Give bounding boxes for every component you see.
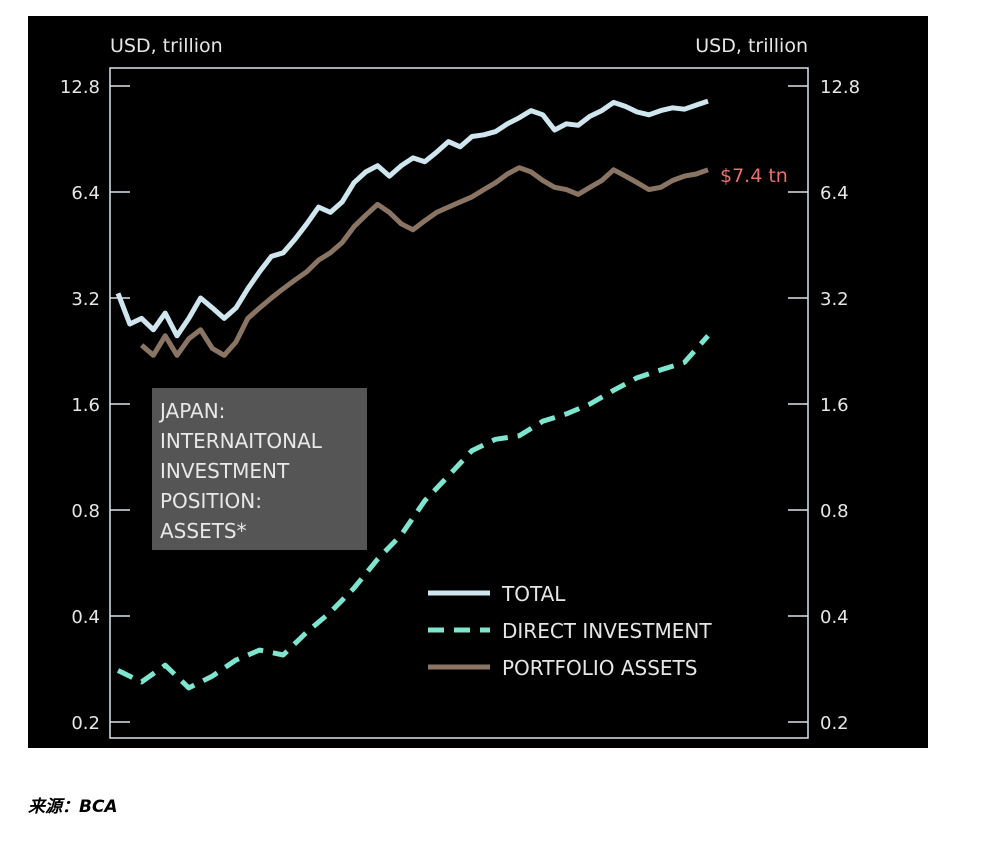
right-tick-label: 0.4 bbox=[820, 607, 849, 628]
left-tick-label: 6.4 bbox=[71, 183, 100, 204]
left-tick-label: 0.4 bbox=[71, 607, 100, 628]
source-note: 来源：BCA bbox=[28, 792, 118, 817]
legend-label-portfolio: PORTFOLIO ASSETS bbox=[502, 656, 697, 680]
left-tick-label: 12.8 bbox=[60, 77, 100, 98]
legend-label-total: TOTAL bbox=[501, 582, 566, 606]
right-axis-title: USD, trillion bbox=[695, 35, 808, 57]
chart: USD, trillion USD, trillion 0.2 0.4 0.8 1.6… bbox=[60, 35, 860, 739]
right-tick-label: 12.8 bbox=[820, 77, 860, 98]
legend-label-direct: DIRECT INVESTMENT bbox=[502, 619, 712, 643]
title-line-1: JAPAN: bbox=[158, 399, 225, 423]
source-label: 来源： bbox=[28, 797, 79, 817]
right-tick-label: 1.6 bbox=[820, 395, 849, 416]
legend: TOTAL DIRECT INVESTMENT PORTFOLIO ASSETS bbox=[428, 582, 712, 680]
left-tick-label: 0.2 bbox=[71, 713, 100, 734]
right-tick-label: 0.2 bbox=[820, 713, 849, 734]
title-line-3: INVESTMENT bbox=[160, 459, 290, 483]
left-tick-label: 1.6 bbox=[71, 395, 100, 416]
series-portfolio-assets-line bbox=[139, 165, 709, 358]
left-axis-title: USD, trillion bbox=[110, 35, 223, 57]
right-tick-label: 6.4 bbox=[820, 183, 849, 204]
title-box: JAPAN: INTERNAITONAL INVESTMENT POSITION… bbox=[152, 388, 367, 550]
right-axis: 0.2 0.4 0.8 1.6 3.2 6.4 12.8 bbox=[788, 77, 860, 734]
chart-panel: USD, trillion USD, trillion 0.2 0.4 0.8 1.6… bbox=[28, 16, 928, 748]
title-line-2: INTERNAITONAL bbox=[160, 429, 323, 453]
right-tick-label: 3.2 bbox=[820, 289, 849, 310]
right-tick-label: 0.8 bbox=[820, 501, 849, 522]
left-tick-label: 3.2 bbox=[71, 289, 100, 310]
title-line-4: POSITION: bbox=[160, 489, 262, 513]
left-axis: 0.2 0.4 0.8 1.6 3.2 6.4 12.8 bbox=[60, 77, 130, 734]
end-value-annotation: $7.4 tn bbox=[720, 165, 788, 187]
plot-frame bbox=[109, 67, 809, 739]
series-layer bbox=[115, 98, 710, 691]
series-direct-investment-line bbox=[116, 334, 710, 691]
series-total-line bbox=[115, 98, 709, 339]
source-name: BCA bbox=[79, 797, 118, 817]
left-tick-label: 0.8 bbox=[71, 501, 100, 522]
title-line-5: ASSETS* bbox=[160, 519, 247, 543]
title-box-background bbox=[152, 388, 367, 550]
